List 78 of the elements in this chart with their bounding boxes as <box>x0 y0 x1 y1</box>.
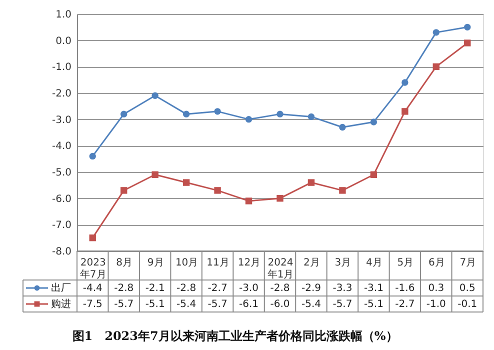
point <box>120 110 128 118</box>
data-label: -5.1 <box>145 299 165 310</box>
point <box>370 171 378 178</box>
data-label: -2.7 <box>395 299 415 310</box>
data-label: -1.0 <box>426 299 446 310</box>
data-label: -2.8 <box>270 283 290 294</box>
point <box>214 187 221 194</box>
point <box>182 179 190 186</box>
point <box>152 92 158 99</box>
data-label: -0.1 <box>458 299 478 310</box>
data-label: -5.7 <box>114 299 134 310</box>
x-tick-label: 10月 <box>175 258 198 268</box>
point <box>308 179 315 186</box>
point <box>214 108 221 115</box>
y-tick-label: -4.0 <box>52 141 72 152</box>
data-label: -4.4 <box>82 283 102 294</box>
data-label: -2.9 <box>301 283 321 294</box>
data-label: 0.3 <box>428 283 444 294</box>
x-tick-label: 12月 <box>238 258 261 268</box>
point <box>339 124 346 131</box>
data-label: -5.4 <box>301 299 321 310</box>
x-tick-label: 7月 <box>460 258 476 268</box>
y-tick-label: -7.0 <box>52 220 72 232</box>
data-label: -3.0 <box>239 283 259 294</box>
y-tick-label: -6.0 <box>52 194 72 205</box>
data-label: 0.5 <box>459 283 476 294</box>
point <box>432 29 440 36</box>
point <box>152 171 158 178</box>
data-label: -5.1 <box>364 299 384 310</box>
text: 图1 2023年7月以来河南工业生产者价格同比涨跌幅（%） <box>72 329 398 343</box>
data-label: -2.8 <box>114 283 134 294</box>
point <box>89 152 96 160</box>
point <box>245 198 252 204</box>
x-tick-label: 4月 <box>366 258 382 268</box>
data-label: -5.7 <box>332 299 352 310</box>
legend-label: 出厂 <box>51 282 71 294</box>
point <box>402 79 408 86</box>
point <box>308 113 315 120</box>
x-tick-label: 3月 <box>334 258 352 268</box>
legend-label: 购进 <box>51 298 71 310</box>
data-label: -5.4 <box>176 299 196 310</box>
data-label: -3.1 <box>364 283 384 294</box>
point <box>276 194 284 202</box>
point <box>276 110 284 118</box>
data-label: -2.7 <box>208 283 228 294</box>
point <box>89 234 96 242</box>
point <box>464 24 471 31</box>
x-tick-label: 2024年1月 <box>267 258 294 280</box>
y-tick-label: 0.0 <box>56 36 72 47</box>
point <box>402 108 408 115</box>
point <box>245 116 252 123</box>
data-label: -6.0 <box>270 299 290 310</box>
x-tick-label: 6月 <box>428 258 445 268</box>
point <box>339 187 346 194</box>
data-label: -2.1 <box>145 283 165 294</box>
x-tick-label: 11月 <box>206 258 230 268</box>
x-tick-label: 5月 <box>397 258 414 268</box>
point <box>370 118 378 126</box>
y-tick-label: -3.0 <box>52 114 72 126</box>
x-tick-label: 8月 <box>116 258 133 268</box>
y-tick-label: 1.0 <box>56 10 72 20</box>
data-label: -3.3 <box>332 283 352 294</box>
x-tick-label: 2月 <box>304 258 320 268</box>
data-label: -7.5 <box>82 299 102 310</box>
point <box>464 40 471 46</box>
point <box>432 63 440 70</box>
y-tick-label: -2.0 <box>52 88 72 100</box>
data-label: -6.1 <box>239 299 259 310</box>
point <box>182 110 190 118</box>
y-tick-label: -5.0 <box>52 168 72 178</box>
x-tick-label: 9月 <box>147 258 164 268</box>
y-tick-label: -8.0 <box>52 246 72 258</box>
point <box>120 187 128 194</box>
data-label: -1.6 <box>395 283 415 294</box>
data-label: -5.7 <box>208 299 228 310</box>
y-tick-label: -1.0 <box>52 62 72 74</box>
x-tick-label: 2023年7月 <box>80 258 106 280</box>
data-label: -2.8 <box>176 283 196 294</box>
